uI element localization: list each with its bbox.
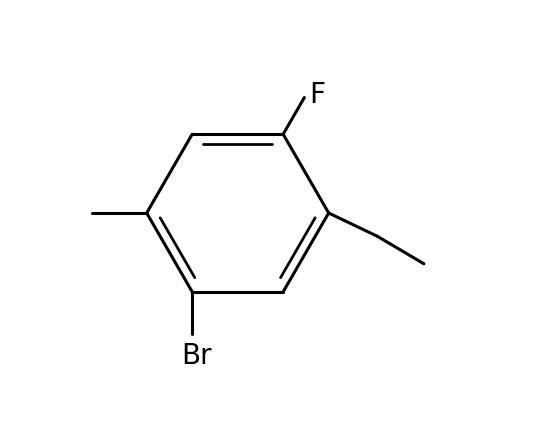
Text: Br: Br bbox=[181, 342, 212, 370]
Text: F: F bbox=[310, 81, 325, 109]
